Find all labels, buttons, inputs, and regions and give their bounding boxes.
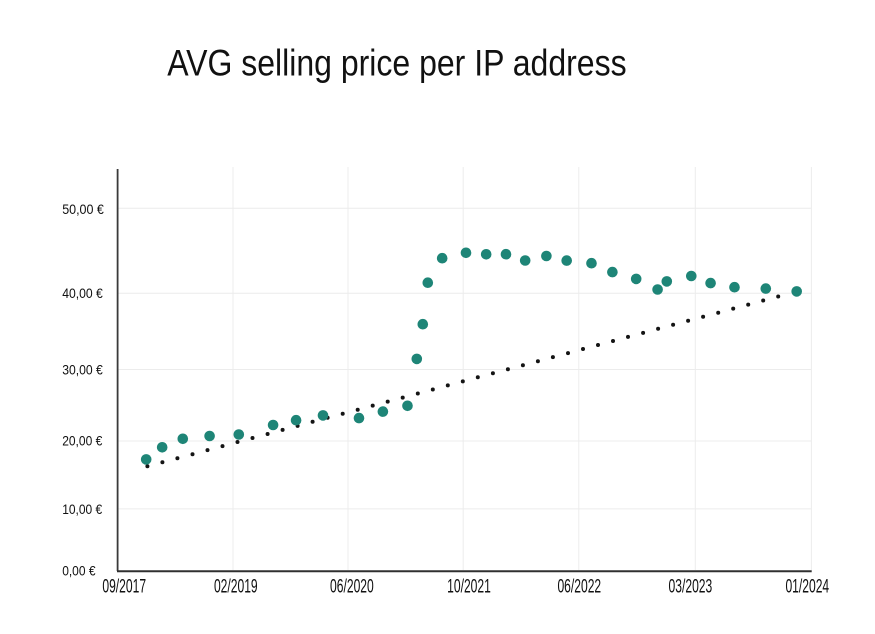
svg-text:02/2019: 02/2019 xyxy=(214,577,258,598)
svg-text:50,00 €: 50,00 € xyxy=(62,201,104,217)
svg-text:06/2020: 06/2020 xyxy=(330,577,374,598)
svg-text:20,00 €: 20,00 € xyxy=(62,432,102,448)
svg-text:AVG selling price per IP addre: AVG selling price per IP address xyxy=(167,43,626,84)
svg-text:40,00 €: 40,00 € xyxy=(62,285,103,301)
svg-text:09/2017: 09/2017 xyxy=(102,577,146,598)
svg-text:03/2023: 03/2023 xyxy=(669,577,713,598)
svg-text:01/2024: 01/2024 xyxy=(785,577,829,598)
svg-text:06/2022: 06/2022 xyxy=(557,577,601,598)
svg-text:10,00 €: 10,00 € xyxy=(62,501,102,517)
svg-text:10/2021: 10/2021 xyxy=(447,577,491,598)
svg-text:0,00 €: 0,00 € xyxy=(62,563,96,579)
svg-text:30,00 €: 30,00 € xyxy=(62,361,103,377)
